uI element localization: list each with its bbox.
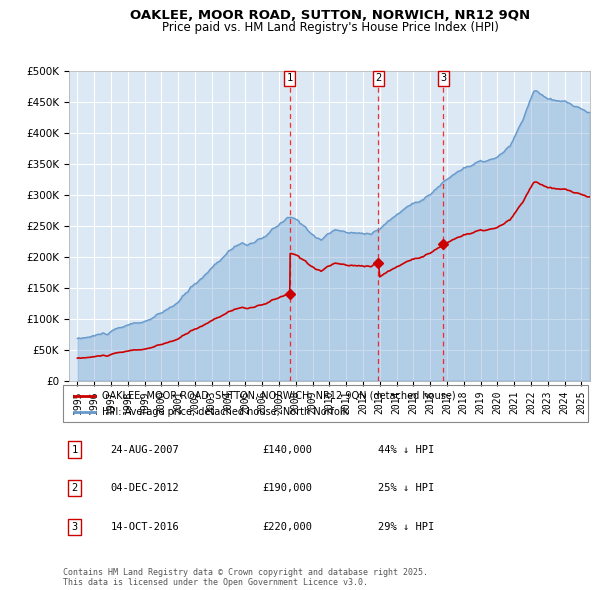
Text: 3: 3 xyxy=(71,522,77,532)
Text: HPI: Average price, detached house, North Norfolk: HPI: Average price, detached house, Nort… xyxy=(103,407,349,417)
Text: OAKLEE, MOOR ROAD, SUTTON, NORWICH, NR12 9QN: OAKLEE, MOOR ROAD, SUTTON, NORWICH, NR12… xyxy=(130,9,530,22)
Text: 04-DEC-2012: 04-DEC-2012 xyxy=(110,483,179,493)
Text: 2: 2 xyxy=(71,483,77,493)
Text: 3: 3 xyxy=(440,73,446,83)
Text: 25% ↓ HPI: 25% ↓ HPI xyxy=(378,483,434,493)
Text: 24-AUG-2007: 24-AUG-2007 xyxy=(110,444,179,454)
Text: 1: 1 xyxy=(287,73,293,83)
Text: Price paid vs. HM Land Registry's House Price Index (HPI): Price paid vs. HM Land Registry's House … xyxy=(161,21,499,34)
Text: 14-OCT-2016: 14-OCT-2016 xyxy=(110,522,179,532)
Text: £140,000: £140,000 xyxy=(263,444,313,454)
Text: OAKLEE, MOOR ROAD, SUTTON, NORWICH, NR12 9QN (detached house): OAKLEE, MOOR ROAD, SUTTON, NORWICH, NR12… xyxy=(103,391,456,401)
Text: £220,000: £220,000 xyxy=(263,522,313,532)
Text: 44% ↓ HPI: 44% ↓ HPI xyxy=(378,444,434,454)
Text: Contains HM Land Registry data © Crown copyright and database right 2025.
This d: Contains HM Land Registry data © Crown c… xyxy=(63,568,428,587)
Text: 2: 2 xyxy=(376,73,382,83)
Text: 1: 1 xyxy=(71,444,77,454)
Text: 29% ↓ HPI: 29% ↓ HPI xyxy=(378,522,434,532)
Text: £190,000: £190,000 xyxy=(263,483,313,493)
